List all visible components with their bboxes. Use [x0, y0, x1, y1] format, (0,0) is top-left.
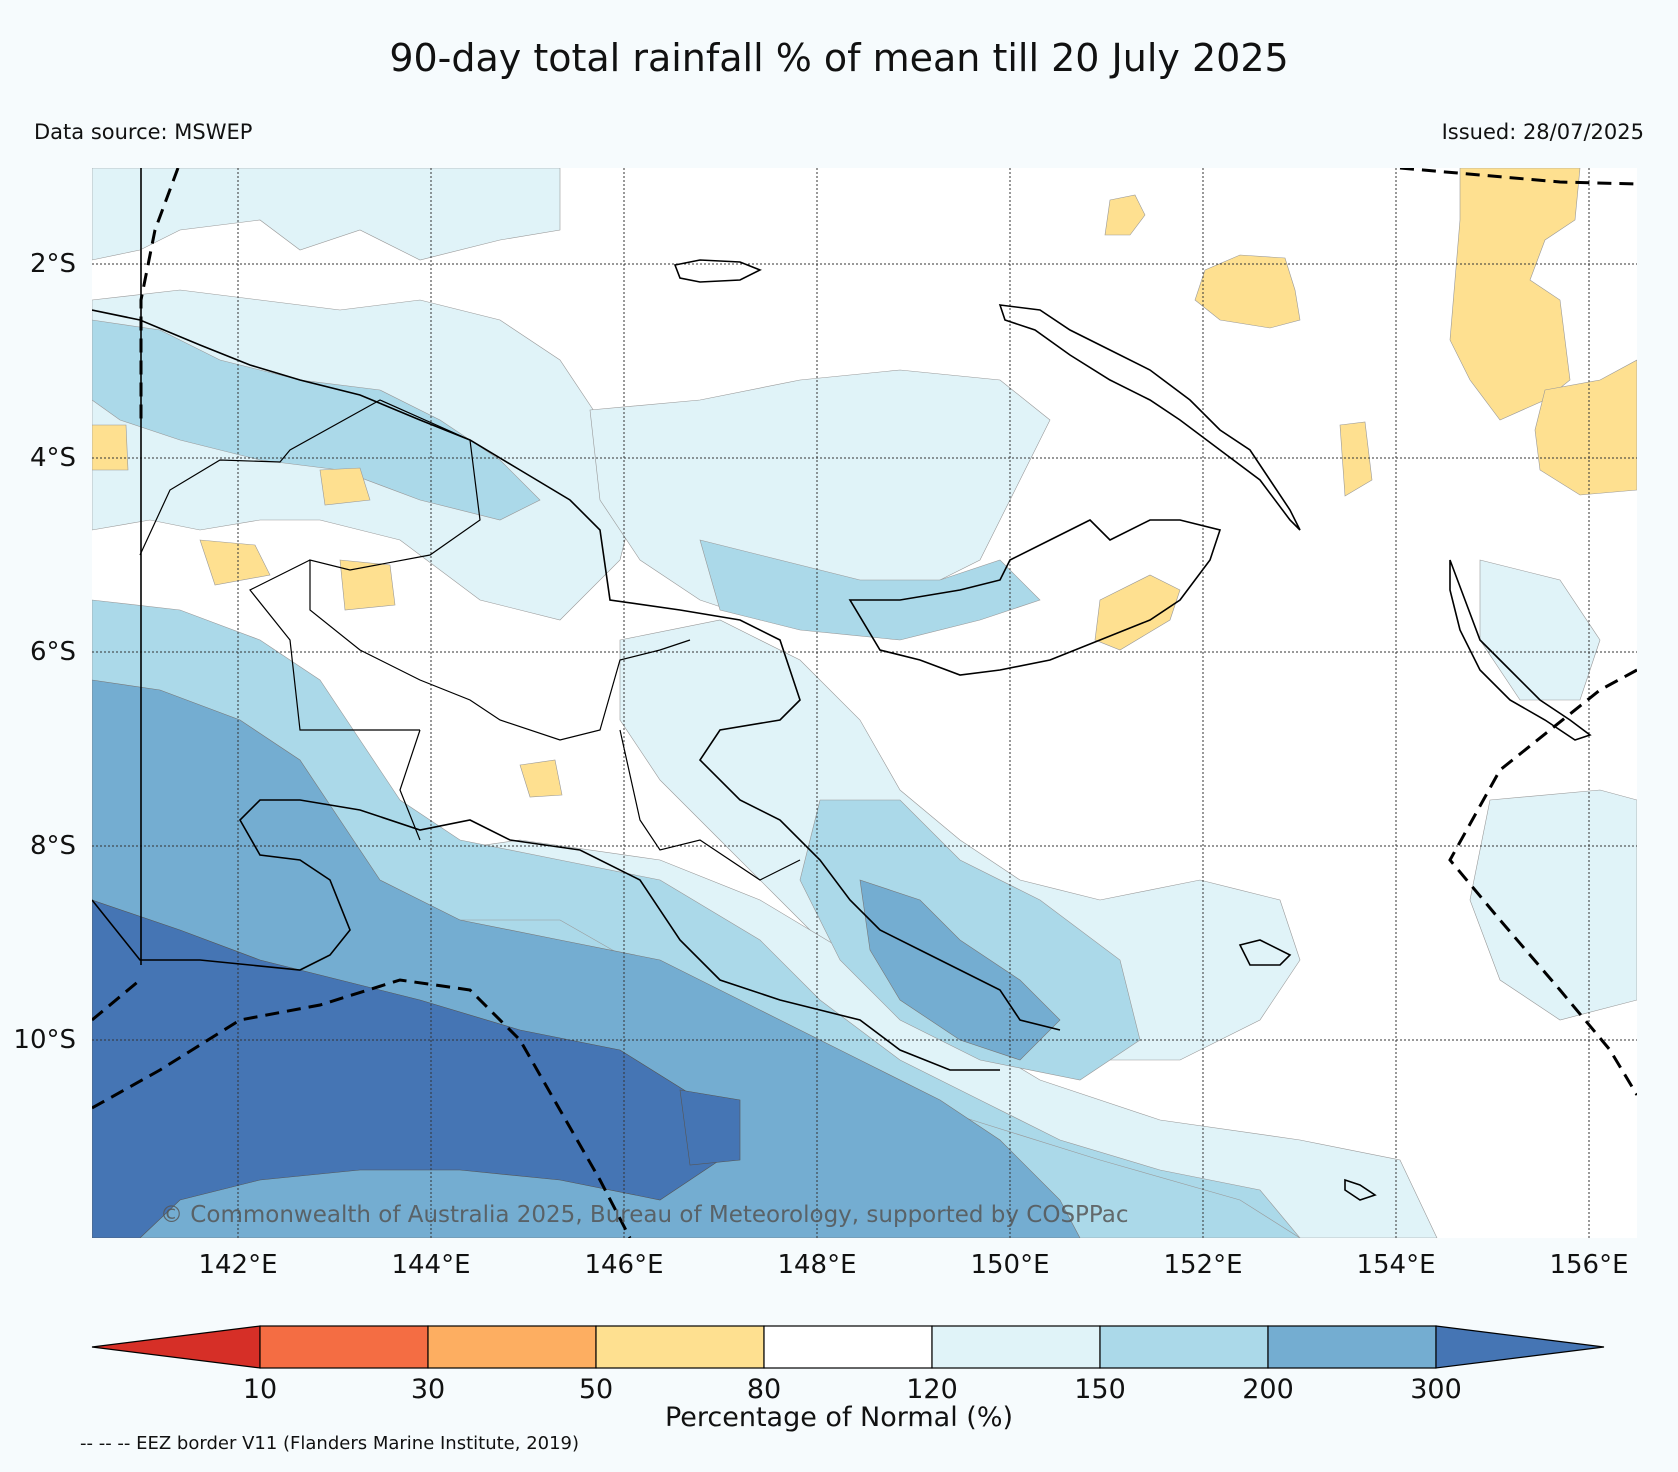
eez-borders — [92, 168, 1637, 1238]
eez-line-east — [1448, 668, 1637, 1096]
colorbar-segment — [427, 1325, 597, 1369]
field-120-150-southeast — [1469, 789, 1637, 1021]
colorbar-segment — [931, 1325, 1101, 1369]
field-50-80-manus — [1104, 194, 1146, 236]
colorbar-tick-80: 80 — [746, 1374, 782, 1405]
new-ireland-coast — [998, 304, 1301, 531]
lon-label-154e: 154°E — [1356, 1250, 1436, 1280]
field-150-200-papuan — [799, 799, 1141, 1081]
lon-label-146e: 146°E — [584, 1250, 664, 1280]
lat-label-4s: 4°S — [29, 443, 76, 473]
colorbar-extend-high — [1435, 1325, 1605, 1369]
colorbar-tick-50: 50 — [578, 1374, 614, 1405]
rossel-island — [1344, 1178, 1377, 1201]
field-50-80-south-lowland — [519, 759, 563, 798]
lat-label-8s: 8°S — [29, 831, 76, 861]
colorbar-tick-300: 300 — [1410, 1374, 1462, 1405]
colorbar-tick-120: 120 — [906, 1374, 958, 1405]
rainfall-contour-fields — [92, 168, 1637, 1238]
field-300-plus-southwest — [92, 899, 721, 1238]
colorbar-extend-low — [91, 1325, 261, 1369]
colorbar-segment — [1267, 1325, 1437, 1369]
fergusson-island — [1238, 939, 1292, 966]
issued-date-label: Issued: 28/07/2025 — [1441, 120, 1644, 144]
eez-line-northeast — [1399, 168, 1637, 186]
lon-label-152e: 152°E — [1163, 1250, 1243, 1280]
field-150-200-northwest — [92, 319, 541, 521]
map-title: 90-day total rainfall % of mean till 20 … — [389, 36, 1289, 80]
lon-label-150e: 150°E — [970, 1250, 1050, 1280]
lat-label-2s: 2°S — [29, 249, 76, 279]
field-300-plus-south-center — [679, 1089, 741, 1166]
lat-label-10s: 10°S — [13, 1025, 76, 1055]
manus-coast — [673, 259, 762, 283]
field-50-80-west-3 — [199, 539, 271, 586]
field-50-80-new-britain — [1094, 574, 1181, 651]
new-britain-coast — [848, 519, 1222, 676]
graticule — [92, 168, 1637, 1238]
field-120-150-central — [619, 619, 1301, 1061]
lon-label-142e: 142°E — [198, 1250, 278, 1280]
field-50-80-bougainville — [1339, 421, 1373, 497]
colorbar-tick-150: 150 — [1074, 1374, 1126, 1405]
new-guinea-coast-north — [92, 309, 1061, 1031]
colorbar-tick-200: 200 — [1242, 1374, 1294, 1405]
bougainville-coast — [1449, 559, 1592, 741]
field-50-80-west-2 — [319, 467, 371, 506]
lon-label-144e: 144°E — [391, 1250, 471, 1280]
data-source-label: Data source: MSWEP — [34, 120, 253, 144]
copyright-watermark: © Commonwealth of Australia 2025, Bureau… — [160, 1202, 1129, 1228]
eez-line-south — [92, 978, 632, 1238]
colorbar-segment — [763, 1325, 933, 1369]
lon-label-148e: 148°E — [777, 1250, 857, 1280]
colorbar-segment — [1099, 1325, 1269, 1369]
colorbar-tick-30: 30 — [410, 1374, 446, 1405]
coastlines — [92, 168, 1592, 1201]
colorbar-segment — [595, 1325, 765, 1369]
field-50-80-west-1 — [92, 424, 129, 471]
eez-border-note: -- -- -- EEZ border V11 (Flanders Marine… — [80, 1433, 580, 1454]
field-50-80-new-ireland — [1194, 254, 1301, 329]
field-50-80-west-4 — [339, 559, 396, 611]
eez-line-southwest — [92, 978, 141, 1022]
colorbar — [91, 1325, 1605, 1369]
provincial-borders — [139, 399, 801, 881]
lon-label-156e: 156°E — [1549, 1250, 1629, 1280]
field-150-200-coast — [699, 539, 1041, 641]
field-120-150-north — [92, 168, 561, 261]
colorbar-tick-10: 10 — [242, 1374, 278, 1405]
colorbar-segment — [259, 1325, 429, 1369]
new-guinea-coast-south — [92, 799, 1000, 1071]
eez-line-west — [139, 168, 180, 420]
field-50-80-east — [1534, 359, 1637, 496]
colorbar-title: Percentage of Normal (%) — [664, 1402, 1014, 1433]
lat-label-6s: 6°S — [29, 637, 76, 667]
